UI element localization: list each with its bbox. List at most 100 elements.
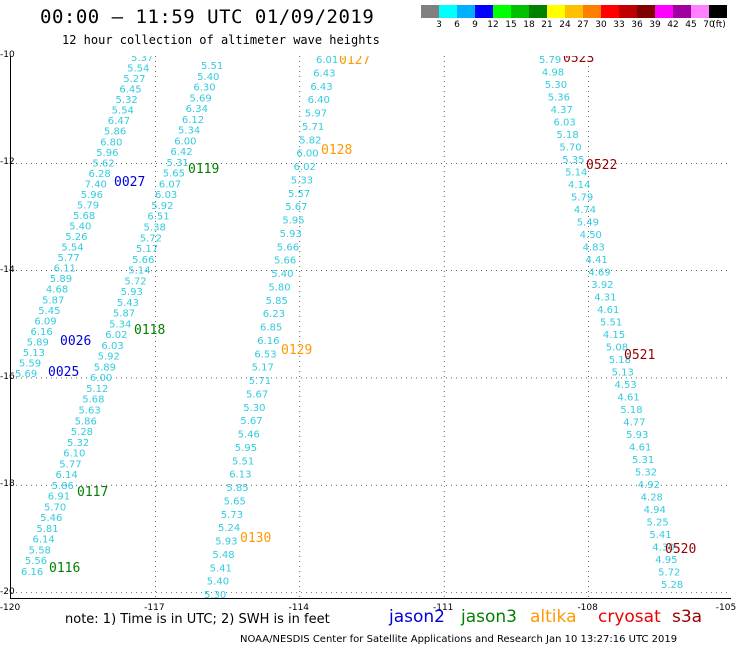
wave-height-value: 6.00 [296, 149, 318, 160]
wave-height-value: 5.67 [240, 416, 262, 427]
wave-height-value: 6.53 [254, 349, 276, 360]
wave-height-value: 6.03 [554, 118, 576, 129]
color-scale-label: 36 [631, 20, 643, 30]
color-swatch [529, 5, 547, 18]
wave-height-value: 5.14 [565, 168, 587, 179]
wave-height-value: 5.17 [252, 363, 274, 374]
wave-height-value: 5.93 [215, 537, 237, 548]
color-scale-label: 9 [472, 20, 478, 30]
wave-height-value: 6.12 [182, 115, 204, 126]
color-swatch [475, 5, 493, 18]
color-scale-label: 30 [595, 20, 607, 30]
latitude-label: -18 [0, 479, 15, 490]
wave-height-value: 6.91 [48, 492, 70, 503]
wave-height-value: 5.86 [52, 481, 74, 492]
wave-height-value: 6.03 [101, 341, 123, 352]
wave-height-value: 5.49 [577, 218, 599, 229]
color-scale-label: 24 [559, 20, 571, 30]
color-scale-label: 33 [613, 20, 625, 30]
wave-height-value: 5.30 [545, 80, 567, 91]
wave-height-value: 6.14 [55, 470, 77, 481]
wave-height-value: 5.28 [661, 580, 683, 591]
pass-label: 0128 [321, 143, 352, 158]
wave-height-value: 5.12 [86, 384, 108, 395]
wave-height-value: 5.35 [562, 155, 584, 166]
wave-height-value: 6.43 [313, 68, 335, 79]
wave-height-value: 5.32 [635, 468, 657, 479]
wave-height-value: 5.86 [75, 416, 97, 427]
wave-height-value: 6.14 [32, 535, 54, 546]
wave-height-value: 4.37 [551, 105, 573, 116]
wave-height-value: 5.51 [232, 456, 254, 467]
wave-height-value: 5.30 [243, 403, 265, 414]
wave-height-value: 4.83 [583, 243, 605, 254]
wave-height-value: 5.51 [201, 61, 223, 72]
wave-height-value: 5.70 [559, 143, 581, 154]
wave-height-value: 5.80 [268, 282, 290, 293]
color-swatch [691, 5, 709, 18]
color-scale-label: 42 [667, 20, 679, 30]
wave-height-value: 5.34 [178, 126, 200, 137]
wave-height-value: 5.81 [36, 524, 58, 535]
wave-height-value: 5.65 [163, 169, 185, 180]
wave-height-value: 6.40 [308, 95, 330, 106]
wave-height-value: 5.28 [71, 427, 93, 438]
wave-height-value: 4.74 [574, 205, 596, 216]
wave-height-value: 5.08 [606, 343, 628, 354]
wave-height-value: 5.31 [167, 158, 189, 169]
wave-height-value: 4.69 [588, 268, 610, 279]
wave-height-value: 4.95 [655, 555, 677, 566]
color-scale-unit: (ft) [712, 20, 726, 30]
pass-label: 0026 [60, 334, 91, 349]
chart-subtitle: 12 hour collection of altimeter wave hei… [62, 33, 380, 47]
color-scale-label: 3 [436, 20, 442, 30]
wave-height-value: 5.45 [38, 306, 60, 317]
wave-height-value: 4.77 [623, 418, 645, 429]
wave-height-value: 5.67 [246, 389, 268, 400]
color-scale-label: 12 [487, 20, 499, 30]
pass-label: 0025 [48, 365, 79, 380]
wave-height-value: 5.27 [123, 74, 145, 85]
wave-height-value: 5.72 [124, 276, 146, 287]
wave-height-value: 5.13 [23, 348, 45, 359]
color-scale-label: 18 [523, 20, 535, 30]
wave-height-value: 5.69 [15, 369, 37, 380]
color-swatch [673, 5, 691, 18]
color-swatch [511, 5, 529, 18]
wave-height-value: 5.24 [218, 523, 240, 534]
wave-height-value: 6.07 [159, 179, 181, 190]
wave-height-value: 4.28 [641, 493, 663, 504]
footer-credit: NOAA/NESDIS Center for Satellite Applica… [240, 634, 678, 645]
pass-label: 0127 [339, 56, 370, 68]
wave-height-value: 5.95 [235, 443, 257, 454]
pass-label: 0116 [49, 561, 80, 576]
wave-height-value: 5.95 [282, 216, 304, 227]
color-swatch [565, 5, 583, 18]
color-swatch [601, 5, 619, 18]
wave-height-value: 5.82 [299, 135, 321, 146]
wave-height-value: 6.02 [105, 330, 127, 341]
wave-height-value: 5.92 [98, 352, 120, 363]
wave-height-value: 5.87 [113, 309, 135, 320]
wave-height-value: 5.40 [197, 72, 219, 83]
wave-height-value: 5.43 [117, 298, 139, 309]
wave-height-value: 5.62 [92, 158, 114, 169]
wave-height-value: 5.14 [128, 266, 150, 277]
wave-height-value: 5.32 [116, 95, 138, 106]
wave-height-value: 6.23 [263, 309, 285, 320]
wave-height-value: 5.85 [226, 483, 248, 494]
wave-height-value: 5.58 [29, 545, 51, 556]
wave-height-value: 4.15 [603, 330, 625, 341]
color-scale-label: 45 [685, 20, 697, 30]
color-scale-label: 39 [649, 20, 661, 30]
wave-height-value: 5.41 [649, 530, 671, 541]
wave-height-value: 6.13 [229, 470, 251, 481]
wave-height-value: 5.71 [302, 122, 324, 133]
pass-label: 0523 [563, 56, 594, 66]
color-swatch [457, 5, 475, 18]
wave-height-value: 5.70 [44, 502, 66, 513]
color-scale-label: 6 [454, 20, 460, 30]
wave-height-value: 6.51 [147, 212, 169, 223]
wave-height-value: 5.85 [266, 296, 288, 307]
wave-height-value: 5.77 [59, 459, 81, 470]
